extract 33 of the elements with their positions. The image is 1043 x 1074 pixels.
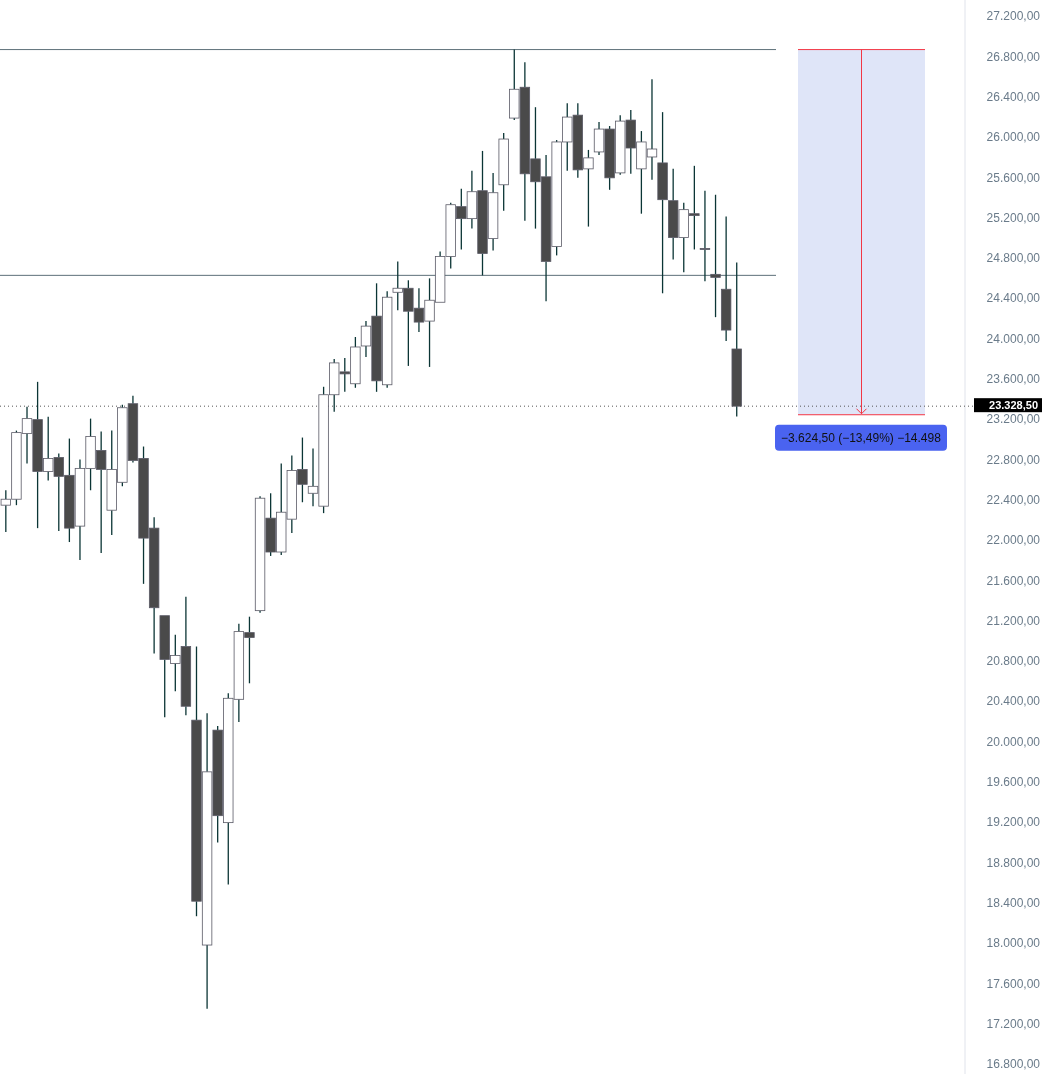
y-tick-label: 17.200,00 xyxy=(986,1016,1041,1031)
y-tick-label: 22.800,00 xyxy=(986,452,1041,467)
ref-line-label: 23.328,50 xyxy=(989,399,1038,412)
y-tick-label: 23.600,00 xyxy=(986,372,1041,387)
y-tick-label: 24.800,00 xyxy=(986,251,1041,266)
y-tick-label: 20.400,00 xyxy=(986,694,1041,709)
y-tick-label: 23.200,00 xyxy=(986,412,1041,427)
candlestick xyxy=(720,215,732,342)
y-tick-label: 21.200,00 xyxy=(986,613,1041,628)
y-tick-label: 19.600,00 xyxy=(986,775,1041,790)
candlestick xyxy=(699,190,711,282)
y-tick-label: 22.000,00 xyxy=(986,533,1041,548)
y-tick-label: 16.800,00 xyxy=(986,1057,1041,1072)
y-tick-label: 18.000,00 xyxy=(986,936,1041,951)
y-tick-label: 22.400,00 xyxy=(986,492,1041,507)
y-tick-label: 26.000,00 xyxy=(986,130,1041,145)
annotation: −3.624,50 (−13,49%) −14.498 xyxy=(781,430,942,445)
y-tick-label: 24.400,00 xyxy=(986,291,1041,306)
y-tick-label: 19.200,00 xyxy=(986,815,1041,830)
y-tick-label: 17.600,00 xyxy=(986,976,1041,991)
y-tick-label: 27.200,00 xyxy=(986,9,1041,24)
candlestick xyxy=(657,111,668,294)
y-tick-label: 18.400,00 xyxy=(986,895,1041,910)
y-tick-label: 26.400,00 xyxy=(986,89,1041,104)
candlestick xyxy=(710,194,721,318)
y-tick-label: 20.800,00 xyxy=(986,654,1041,669)
y-tick-label: 25.200,00 xyxy=(986,210,1041,225)
y-tick-label: 20.000,00 xyxy=(986,734,1041,749)
y-tick-label: 18.800,00 xyxy=(986,855,1041,870)
y-tick-label: 21.600,00 xyxy=(986,573,1041,588)
y-tick-label: 26.800,00 xyxy=(986,49,1041,64)
y-tick-label: 25.600,00 xyxy=(986,170,1041,185)
y-tick-label: 24.000,00 xyxy=(986,331,1041,346)
